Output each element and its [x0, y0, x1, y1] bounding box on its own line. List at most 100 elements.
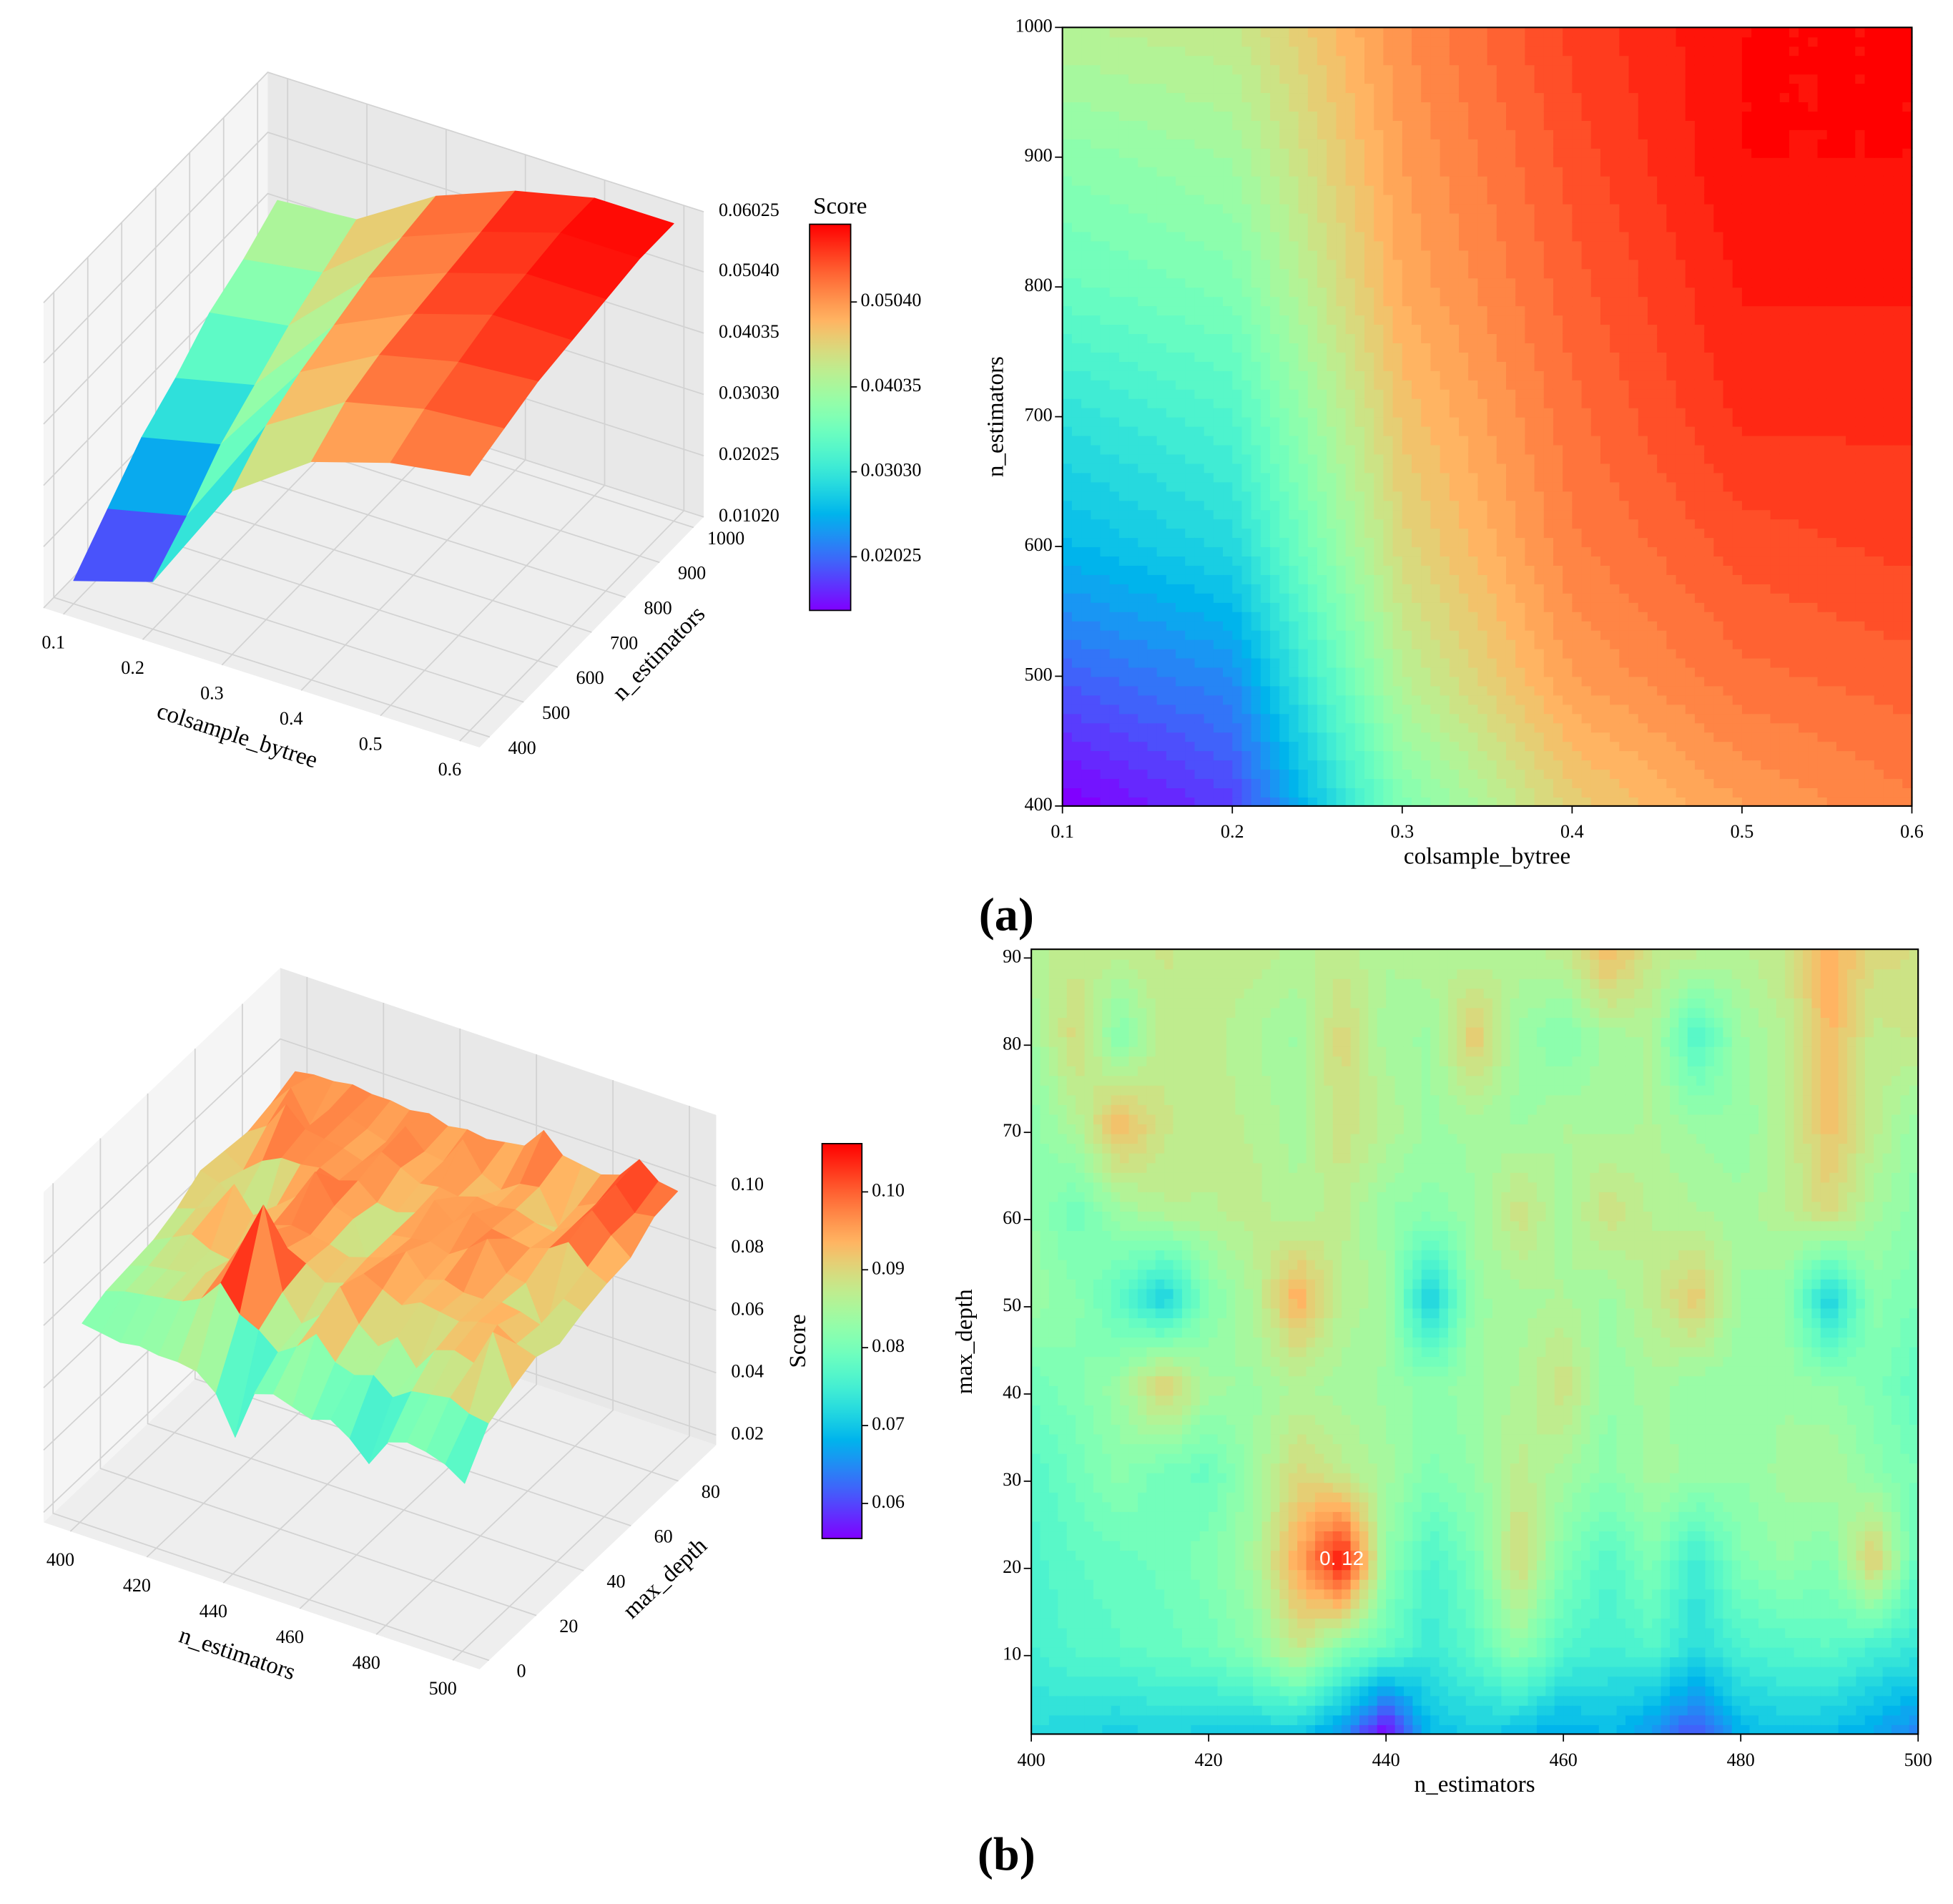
contour-cell [1364, 463, 1375, 473]
contour-cell [1477, 713, 1488, 724]
contour-cell [1251, 648, 1261, 659]
contour-cell [1817, 472, 1828, 483]
contour-cell [1751, 676, 1762, 687]
contour-cell [1176, 509, 1186, 520]
contour-cell [1412, 713, 1422, 724]
contour-cell [1761, 564, 1771, 575]
contour-cell [1590, 648, 1602, 659]
contour-cell [1109, 760, 1120, 770]
contour-cell [1610, 555, 1620, 566]
contour-cell [1251, 685, 1261, 696]
contour-cell [1354, 398, 1366, 408]
contour-cell [1846, 602, 1856, 612]
contour-cell [1128, 388, 1139, 399]
contour-cell [1307, 741, 1319, 752]
contour-cell [1713, 629, 1724, 640]
contour-cell [1741, 407, 1753, 418]
contour-cell [1883, 639, 1894, 649]
contour-cell [1581, 519, 1592, 529]
contour-cell [1327, 722, 1337, 733]
contour-cell [1402, 444, 1413, 455]
contour-cell [1893, 741, 1904, 752]
contour-cell [1062, 787, 1073, 798]
contour-cell [1345, 491, 1356, 501]
contour-cell [1138, 398, 1148, 408]
contour-cell [1770, 463, 1781, 473]
contour-cell [1081, 416, 1092, 427]
contour-cell [1458, 444, 1470, 455]
contour-cell [1307, 620, 1319, 631]
contour-cell [1496, 287, 1507, 298]
contour-cell [1336, 564, 1347, 575]
contour-cell [1685, 750, 1696, 761]
contour-cell [1100, 676, 1111, 687]
contour-cell [1590, 564, 1602, 575]
contour-cell [1638, 315, 1649, 325]
contour-cell [1138, 342, 1148, 353]
contour-cell [1100, 564, 1111, 575]
contour-cell [1327, 769, 1337, 780]
contour-cell [1317, 509, 1328, 520]
contour-cell [1628, 732, 1639, 742]
contour-cell [1458, 296, 1470, 307]
contour-cell [1091, 648, 1101, 659]
contour-cell [1610, 732, 1620, 742]
contour-cell [1741, 796, 1753, 807]
contour-cell [1289, 342, 1299, 353]
contour-cell [1138, 546, 1148, 557]
contour-cell [1138, 555, 1148, 566]
contour-cell [1204, 435, 1214, 446]
contour-cell [1392, 592, 1403, 603]
contour-cell [1590, 657, 1602, 668]
contour-cell [1477, 583, 1488, 594]
contour-cell [1118, 342, 1130, 353]
contour-cell [1298, 453, 1309, 464]
contour-cell [1685, 500, 1696, 511]
contour-cell [1232, 463, 1243, 473]
contour-cell [1374, 657, 1384, 668]
contour-cell [1581, 741, 1592, 752]
contour-cell [1383, 296, 1394, 307]
contour-cell [1298, 287, 1309, 298]
contour-cell [1553, 398, 1564, 408]
contour-cell [1515, 732, 1526, 742]
contour-cell [1100, 444, 1111, 455]
contour-cell [1260, 722, 1271, 733]
y-tick-label: 600 [576, 667, 604, 688]
contour-cell [1440, 796, 1450, 807]
contour-cell [1666, 426, 1677, 436]
contour-cell [1723, 592, 1733, 603]
contour-cell [1430, 305, 1441, 316]
contour-cell [1619, 296, 1630, 307]
contour-cell [1156, 704, 1167, 715]
contour-cell [1260, 611, 1271, 622]
contour-cell [1704, 777, 1715, 789]
contour-cell [1543, 704, 1555, 715]
contour-cell [1128, 398, 1139, 408]
contour-cell [1563, 398, 1573, 408]
contour-cell [1694, 695, 1706, 705]
contour-cell [1732, 379, 1743, 390]
contour-cell [1657, 611, 1668, 622]
contour-cell [1213, 629, 1224, 640]
contour-cell [1307, 481, 1319, 492]
contour-cell [1525, 351, 1535, 362]
contour-cell [1581, 676, 1592, 687]
contour-cell [1223, 741, 1234, 752]
contour-cell [1383, 620, 1394, 631]
contour-cell [1723, 685, 1733, 696]
contour-cell [1147, 537, 1158, 548]
contour-cell [1412, 398, 1422, 408]
contour-cell [1525, 537, 1535, 548]
contour-cell [1062, 722, 1073, 733]
contour-cell [1364, 360, 1375, 371]
contour-cell [1638, 519, 1649, 529]
contour-cell [1176, 444, 1186, 455]
contour-cell [1647, 620, 1658, 631]
contour-cell [1071, 583, 1083, 594]
contour-cell [1553, 732, 1564, 742]
contour-cell [1204, 592, 1214, 603]
contour-cell [1713, 519, 1724, 529]
contour-cell [1109, 491, 1120, 501]
contour-cell [1430, 463, 1441, 473]
